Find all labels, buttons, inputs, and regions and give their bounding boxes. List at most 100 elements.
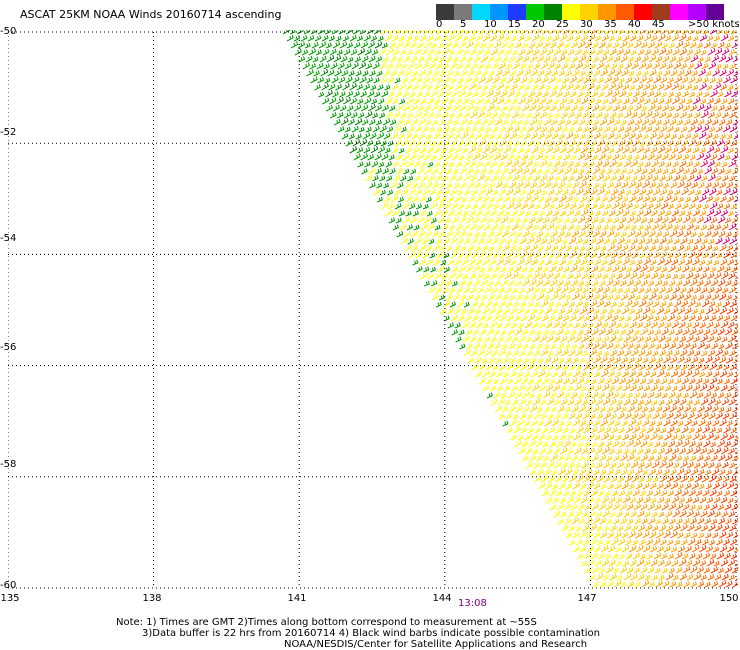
wind-barb	[625, 539, 632, 546]
wind-barb	[680, 174, 687, 182]
wind-barb	[604, 251, 612, 259]
wind-barb	[705, 483, 713, 490]
wind-barb	[600, 195, 608, 203]
wind-barb	[656, 531, 664, 539]
wind-barb	[718, 579, 727, 588]
wind-barb	[350, 112, 358, 119]
wind-barb	[460, 182, 467, 189]
wind-barb	[730, 377, 738, 385]
wind-barb	[572, 418, 581, 427]
wind-barb	[594, 497, 601, 504]
wind-barb	[602, 286, 610, 294]
wind-barb	[462, 223, 470, 231]
wind-barb	[616, 511, 623, 518]
wind-barb	[657, 321, 665, 329]
wind-barb	[602, 510, 610, 518]
wind-barb	[538, 434, 545, 441]
wind-barb	[645, 349, 652, 357]
wind-barb	[624, 238, 631, 245]
wind-barb	[641, 105, 648, 112]
wind-barb	[437, 153, 445, 161]
wind-barb	[539, 335, 548, 343]
wind-barb	[416, 105, 424, 112]
wind-barb	[501, 230, 510, 238]
wind-barb	[546, 98, 553, 105]
wind-barb	[416, 216, 424, 224]
wind-barb	[720, 83, 728, 91]
wind-barb	[475, 209, 483, 217]
wind-barb	[695, 203, 702, 210]
wind-barb	[682, 392, 689, 399]
wind-barb	[460, 245, 467, 252]
wind-barb	[643, 559, 651, 567]
wind-barb	[643, 83, 651, 91]
wind-barb	[563, 217, 570, 224]
wind-barb	[671, 258, 679, 266]
wind-barb	[724, 217, 732, 224]
wind-barb	[509, 419, 518, 427]
wind-barb	[488, 245, 495, 252]
wind-barb	[396, 167, 404, 175]
wind-barb	[728, 511, 735, 518]
wind-barb	[701, 412, 709, 420]
wind-barb	[494, 404, 503, 413]
wind-barb	[735, 449, 738, 455]
wind-barb	[729, 475, 737, 483]
wind-barb	[684, 307, 692, 315]
wind-barb	[449, 126, 456, 133]
wind-barb	[601, 210, 609, 217]
wind-barb	[470, 300, 478, 308]
wind-barb	[725, 231, 732, 238]
wind-barb	[508, 230, 516, 238]
wind-barb	[509, 181, 517, 189]
wind-barb	[483, 273, 490, 280]
wind-barb	[617, 525, 624, 532]
wind-barb	[357, 112, 365, 119]
wind-barb	[457, 77, 465, 84]
wind-barb	[417, 230, 426, 238]
wind-barb	[728, 447, 736, 455]
wind-barb	[535, 41, 544, 49]
wind-barb	[571, 119, 579, 126]
wind-barb	[536, 293, 545, 301]
wind-barb	[490, 272, 497, 280]
wind-barb	[590, 489, 598, 497]
wind-barb	[507, 153, 515, 161]
wind-barb	[662, 342, 670, 350]
wind-barb	[605, 503, 613, 511]
wind-barb	[449, 236, 458, 245]
wind-barb	[593, 483, 601, 490]
wind-barb	[645, 476, 652, 483]
wind-barb	[309, 63, 317, 70]
wind-barb	[550, 406, 557, 413]
wind-barb	[585, 229, 594, 238]
wind-barb	[693, 161, 700, 168]
wind-barb	[576, 202, 585, 210]
wind-barb	[553, 286, 562, 294]
wind-barb	[558, 194, 567, 203]
wind-barb	[650, 259, 657, 266]
wind-barb	[464, 30, 471, 35]
wind-barb	[627, 469, 635, 476]
wind-barb	[652, 238, 659, 245]
wind-barb	[612, 503, 620, 511]
wind-barb	[347, 56, 354, 63]
wind-barb	[732, 119, 738, 126]
wind-barb	[520, 426, 528, 434]
wind-barb	[504, 399, 511, 406]
wind-barb	[699, 259, 706, 266]
wind-barb	[451, 153, 459, 161]
wind-barb	[473, 119, 481, 126]
wind-barb	[555, 314, 563, 322]
wind-barb	[465, 40, 474, 49]
wind-barb	[687, 174, 695, 182]
wind-barb	[560, 398, 568, 406]
wind-barb	[617, 237, 625, 245]
wind-barb	[658, 223, 667, 231]
wind-barb	[513, 426, 521, 434]
wind-barb	[705, 244, 713, 252]
wind-barb	[637, 510, 645, 518]
wind-barb	[403, 55, 411, 63]
wind-barb	[491, 62, 499, 70]
wind-barb	[567, 511, 574, 518]
